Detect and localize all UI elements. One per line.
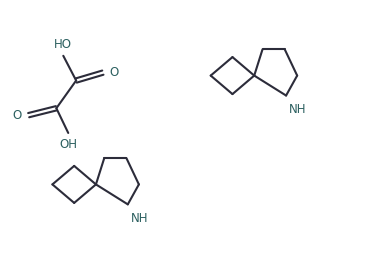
Text: HO: HO [54,38,72,51]
Text: NH: NH [131,212,148,225]
Text: OH: OH [59,138,77,151]
Text: NH: NH [289,103,307,116]
Text: O: O [110,66,119,79]
Text: O: O [12,109,22,122]
